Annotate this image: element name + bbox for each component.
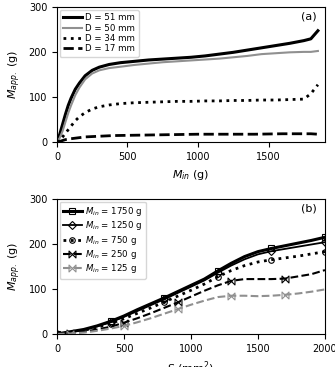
Y-axis label: $M_{app.}$ (g): $M_{app.}$ (g) — [7, 50, 23, 99]
Y-axis label: $M_{app.}$ (g): $M_{app.}$ (g) — [7, 242, 23, 291]
Legend: $M_{in}$ = 1750 g, $M_{in}$ = 1250 g, $M_{in}$ = 750 g, $M_{in}$ = 250 g, $M_{in: $M_{in}$ = 1750 g, $M_{in}$ = 1250 g, $M… — [60, 201, 146, 279]
Text: (b): (b) — [301, 203, 317, 213]
X-axis label: $M_{in}$ (g): $M_{in}$ (g) — [172, 168, 210, 182]
X-axis label: S (mm$^2$): S (mm$^2$) — [167, 359, 215, 367]
Legend: D = 51 mm, D = 50 mm, D = 34 mm, D = 17 mm: D = 51 mm, D = 50 mm, D = 34 mm, D = 17 … — [60, 10, 139, 57]
Text: (a): (a) — [301, 11, 317, 21]
